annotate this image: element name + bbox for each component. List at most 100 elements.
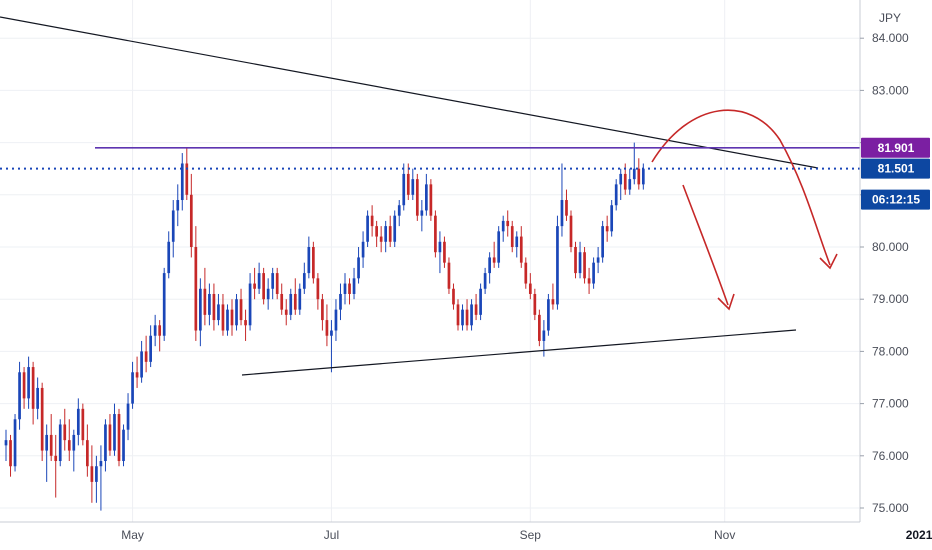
candle[interactable]: [339, 283, 342, 321]
candle[interactable]: [217, 293, 220, 326]
candle[interactable]: [434, 210, 437, 258]
candle[interactable]: [185, 147, 189, 201]
candle[interactable]: [158, 320, 162, 352]
candle[interactable]: [289, 288, 293, 321]
candle[interactable]: [9, 434, 12, 477]
candle[interactable]: [429, 179, 433, 221]
candle[interactable]: [271, 267, 275, 300]
candle[interactable]: [587, 267, 591, 294]
candle[interactable]: [605, 215, 609, 242]
candle[interactable]: [325, 304, 329, 347]
candle[interactable]: [384, 220, 388, 253]
candle[interactable]: [153, 314, 157, 347]
candle[interactable]: [180, 153, 184, 211]
candle[interactable]: [402, 163, 406, 211]
last-price-tag[interactable]: 81.501: [861, 158, 930, 179]
candle[interactable]: [632, 142, 636, 185]
candle[interactable]: [131, 361, 134, 409]
candle[interactable]: [266, 278, 270, 310]
candle[interactable]: [641, 163, 645, 190]
candle[interactable]: [506, 210, 510, 237]
candle[interactable]: [452, 283, 455, 310]
candle[interactable]: [253, 267, 256, 300]
candle[interactable]: [257, 262, 261, 294]
candle[interactable]: [515, 231, 519, 258]
candle[interactable]: [81, 403, 85, 446]
candle[interactable]: [140, 340, 143, 383]
candle[interactable]: [370, 205, 374, 237]
candle[interactable]: [334, 299, 338, 341]
candle[interactable]: [221, 293, 225, 336]
candle[interactable]: [18, 361, 21, 430]
candle[interactable]: [13, 414, 17, 472]
candle[interactable]: [483, 267, 487, 294]
candle[interactable]: [379, 226, 383, 253]
candle[interactable]: [330, 320, 333, 373]
candle[interactable]: [49, 414, 53, 462]
candle[interactable]: [547, 293, 550, 336]
candle[interactable]: [343, 273, 347, 305]
candle[interactable]: [533, 288, 537, 321]
candle[interactable]: [189, 173, 193, 258]
candle[interactable]: [104, 419, 107, 472]
candle[interactable]: [488, 252, 491, 284]
candle[interactable]: [176, 184, 180, 227]
candle[interactable]: [415, 173, 419, 221]
candle[interactable]: [298, 283, 302, 315]
candle[interactable]: [348, 278, 351, 305]
candle[interactable]: [67, 419, 71, 462]
candle[interactable]: [610, 200, 614, 237]
candle[interactable]: [524, 257, 528, 289]
candle[interactable]: [474, 293, 478, 321]
candle[interactable]: [538, 309, 541, 347]
candle[interactable]: [4, 429, 8, 462]
candle[interactable]: [569, 210, 573, 253]
candle[interactable]: [411, 168, 415, 201]
candle[interactable]: [275, 267, 279, 300]
candle[interactable]: [357, 247, 360, 284]
candle[interactable]: [619, 168, 623, 201]
candle[interactable]: [126, 393, 130, 441]
candle[interactable]: [36, 377, 39, 420]
candle[interactable]: [560, 163, 564, 237]
candle[interactable]: [438, 231, 442, 274]
candle[interactable]: [230, 299, 234, 336]
candle[interactable]: [397, 200, 401, 227]
resistance-price-tag[interactable]: 81.901: [861, 137, 930, 158]
candle[interactable]: [31, 361, 35, 425]
countdown-tag[interactable]: 06:12:15: [861, 189, 930, 210]
candle[interactable]: [135, 356, 139, 388]
candle[interactable]: [99, 445, 103, 511]
candle[interactable]: [95, 455, 98, 503]
candle[interactable]: [501, 215, 505, 242]
candle[interactable]: [239, 288, 243, 326]
candle[interactable]: [113, 403, 116, 456]
candle[interactable]: [461, 304, 464, 331]
candle[interactable]: [72, 429, 76, 472]
candle[interactable]: [58, 419, 62, 467]
candle[interactable]: [388, 215, 392, 247]
candle[interactable]: [144, 335, 148, 373]
candle[interactable]: [628, 168, 632, 195]
candle[interactable]: [393, 210, 397, 247]
candle[interactable]: [208, 283, 211, 326]
candle[interactable]: [235, 293, 238, 331]
candle[interactable]: [614, 179, 618, 211]
candle[interactable]: [54, 434, 58, 498]
candle[interactable]: [519, 226, 523, 268]
candle[interactable]: [420, 200, 424, 232]
time-axis-panel[interactable]: [0, 522, 860, 550]
candle[interactable]: [45, 424, 49, 482]
candle[interactable]: [262, 267, 265, 305]
candle[interactable]: [312, 241, 315, 284]
candle[interactable]: [307, 236, 311, 279]
candle[interactable]: [199, 278, 202, 347]
candle[interactable]: [302, 262, 306, 294]
candle[interactable]: [583, 247, 586, 284]
candle[interactable]: [108, 414, 112, 456]
candle[interactable]: [578, 241, 582, 279]
candle[interactable]: [361, 231, 365, 268]
candle[interactable]: [456, 299, 460, 331]
candle[interactable]: [551, 283, 555, 310]
